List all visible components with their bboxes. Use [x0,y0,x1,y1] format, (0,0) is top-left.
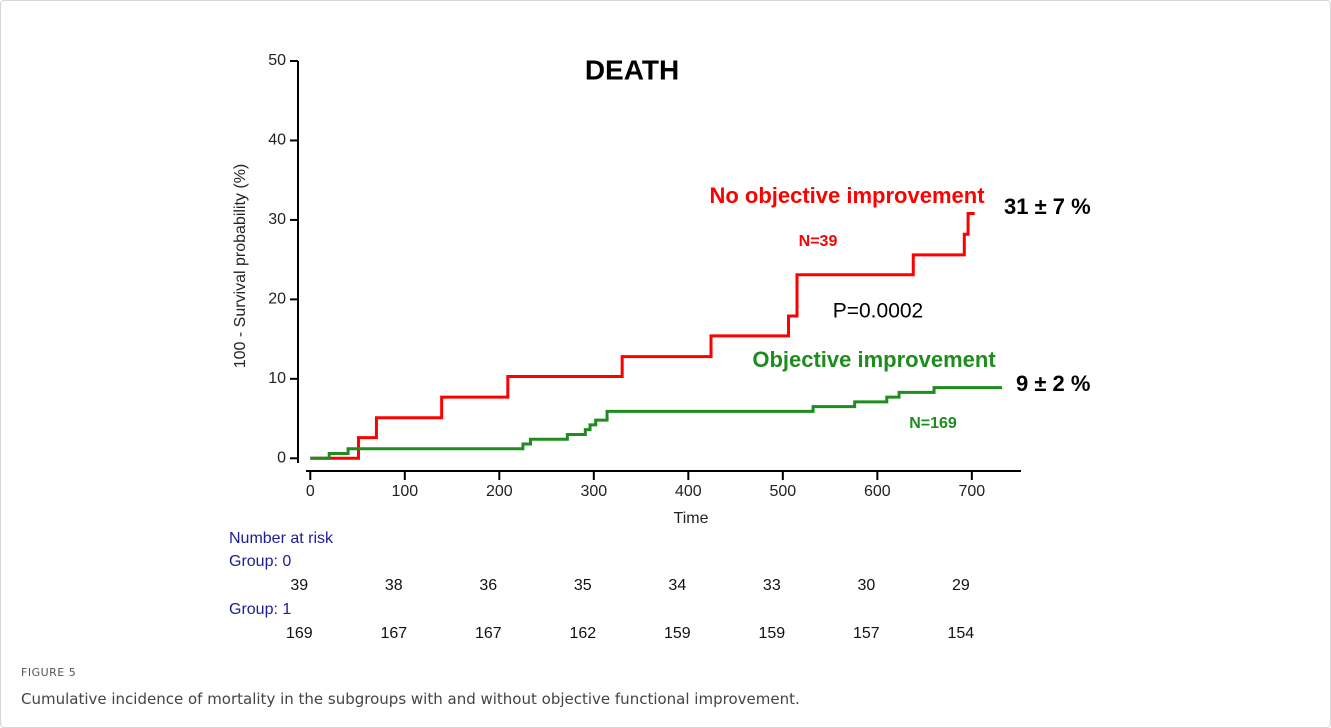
risk-value: 36 [479,577,497,594]
x-axis-label: Time [674,510,709,527]
figure-caption: Cumulative incidence of mortality in the… [21,690,800,708]
risk-value: 35 [574,577,592,594]
risk-value: 167 [380,625,407,642]
x-tick-label: 300 [580,483,607,500]
risk-value: 159 [664,625,691,642]
risk-value: 38 [385,577,403,594]
figure-label: FIGURE 5 [21,666,77,679]
series-label: Objective improvement [752,347,996,372]
risk-value: 154 [948,625,975,642]
x-tick-label: 600 [864,483,891,500]
x-tick-label: 200 [486,483,513,500]
risk-value: 29 [952,577,970,594]
risk-value: 39 [290,577,308,594]
km-curve [310,386,1003,460]
risk-table-title: Number at risk [229,530,334,547]
x-tick-label: 500 [769,483,796,500]
annotation: N=39 [799,233,838,250]
chart-title: DEATH [585,54,679,85]
risk-group-label: Group: 0 [229,553,291,570]
risk-value: 33 [763,577,781,594]
x-tick-label: 100 [391,483,418,500]
risk-value: 30 [857,577,875,594]
annotation: 9 ± 2 % [1016,371,1090,396]
x-tick-label: 0 [306,483,315,500]
y-tick-label: 10 [268,370,286,387]
annotation: 31 ± 7 % [1004,194,1091,219]
annotation: N=169 [909,415,957,432]
x-tick-label: 400 [675,483,702,500]
y-axis-label: 100 - Survival probability (%) [232,164,249,369]
series-label: No objective improvement [709,183,985,208]
annotation: P=0.0002 [833,300,924,323]
risk-value: 167 [475,625,502,642]
y-tick-label: 20 [268,291,286,308]
y-tick-label: 30 [268,211,286,228]
risk-value: 34 [668,577,686,594]
y-tick-label: 50 [268,52,286,69]
risk-value: 169 [286,625,313,642]
chart: DEATH 100 - Survival probability (%) Tim… [229,52,1091,642]
x-tick-label: 700 [959,483,986,500]
y-tick-label: 0 [277,450,286,467]
risk-value: 162 [569,625,596,642]
y-tick-label: 40 [268,132,286,149]
km-curve [310,212,975,460]
risk-value: 159 [758,625,785,642]
risk-value: 157 [853,625,880,642]
risk-group-label: Group: 1 [229,601,291,618]
